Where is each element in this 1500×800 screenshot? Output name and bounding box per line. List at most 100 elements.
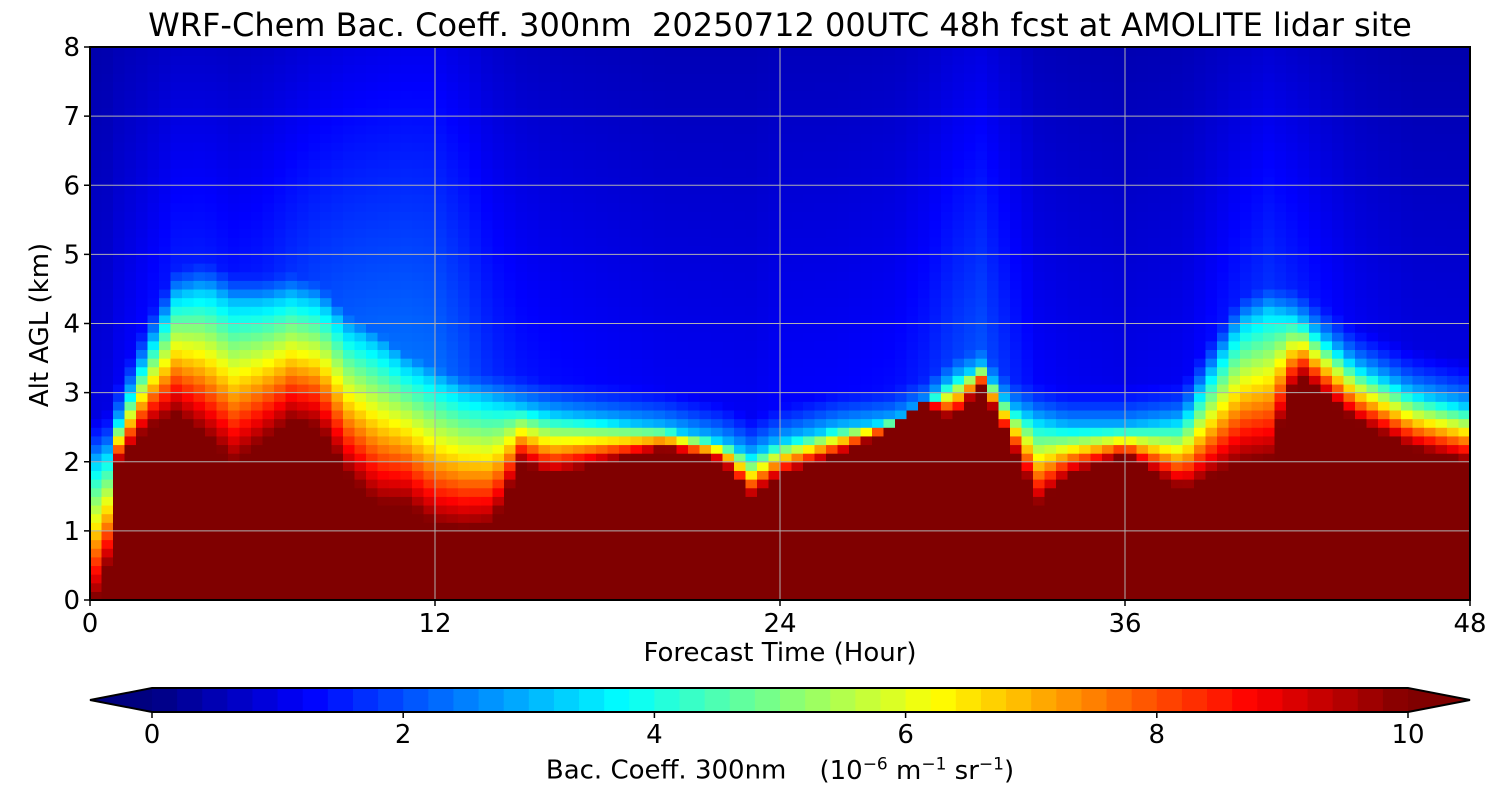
heatmap-cell (446, 539, 459, 549)
heatmap-cell (297, 81, 310, 91)
heatmap-cell (711, 314, 724, 325)
heatmap-cell (619, 297, 632, 307)
heatmap-cell (918, 574, 931, 584)
heatmap-cell (711, 211, 724, 221)
heatmap-cell (653, 349, 666, 359)
heatmap-cell (170, 288, 183, 299)
heatmap-cell (504, 418, 517, 428)
heatmap-cell (216, 263, 229, 273)
heatmap-cell (389, 124, 402, 135)
heatmap-cell (872, 98, 885, 109)
heatmap-cell (630, 55, 643, 65)
heatmap-cell (665, 332, 678, 342)
heatmap-cell (906, 288, 919, 299)
heatmap-cell (492, 513, 505, 523)
heatmap-cell (688, 332, 701, 342)
heatmap-cell (734, 383, 747, 394)
heatmap-cell (860, 98, 873, 109)
heatmap-cell (688, 565, 701, 575)
heatmap-cell (527, 487, 540, 497)
heatmap-cell (550, 245, 563, 255)
heatmap-cell (216, 504, 229, 515)
heatmap-cell (124, 427, 137, 437)
heatmap-cell (423, 55, 436, 65)
heatmap-cell (872, 142, 885, 152)
heatmap-cell (895, 116, 908, 126)
heatmap-cell (584, 176, 597, 186)
heatmap-cell (147, 349, 160, 359)
heatmap-cell (538, 314, 551, 325)
heatmap-cell (389, 150, 402, 160)
heatmap-cell (515, 280, 528, 290)
heatmap-cell (791, 427, 804, 437)
heatmap-cell (941, 306, 954, 316)
heatmap-cell (412, 288, 425, 299)
heatmap-cell (113, 349, 126, 359)
heatmap-cell (400, 366, 413, 376)
heatmap-cell (849, 280, 862, 290)
heatmap-cell (918, 90, 931, 100)
heatmap-cell (849, 306, 862, 316)
heatmap-cell (814, 504, 827, 515)
heatmap-cell (630, 211, 643, 221)
heatmap-cell (354, 340, 367, 351)
heatmap-cell (504, 159, 517, 169)
heatmap-cell (458, 47, 471, 57)
heatmap-cell (975, 306, 988, 316)
heatmap-cell (768, 124, 781, 135)
heatmap-cell (343, 392, 356, 402)
heatmap-cell (573, 211, 586, 221)
heatmap-cell (308, 574, 321, 584)
heatmap-cell (504, 358, 517, 368)
heatmap-cell (941, 297, 954, 307)
heatmap-cell (297, 418, 310, 428)
heatmap-cell (826, 539, 839, 549)
heatmap-cell (366, 271, 379, 281)
heatmap-cell (124, 297, 137, 307)
heatmap-cell (147, 98, 160, 109)
heatmap-cell (757, 98, 770, 109)
heatmap-cell (251, 237, 264, 247)
heatmap-cell (377, 47, 390, 57)
heatmap-cell (791, 574, 804, 584)
heatmap-cell (193, 392, 206, 402)
heatmap-cell (423, 245, 436, 255)
heatmap-cell (469, 444, 482, 454)
heatmap-cell (458, 167, 471, 178)
heatmap-cell (101, 228, 114, 238)
heatmap-cell (952, 383, 965, 394)
heatmap-cell (941, 556, 954, 567)
heatmap-cell (469, 522, 482, 532)
heatmap-cell (435, 107, 448, 117)
heatmap-cell (331, 591, 344, 601)
heatmap-cell (699, 219, 712, 230)
heatmap-cell (630, 98, 643, 109)
heatmap-cell (860, 237, 873, 247)
heatmap-cell (573, 409, 586, 420)
heatmap-cell (561, 81, 574, 91)
heatmap-cell (573, 591, 586, 601)
heatmap-cell (653, 81, 666, 91)
heatmap-cell (584, 444, 597, 454)
heatmap-cell (642, 366, 655, 376)
heatmap-cell (573, 306, 586, 316)
heatmap-cell (515, 470, 528, 480)
heatmap-cell (803, 245, 816, 255)
heatmap-cell (343, 453, 356, 463)
heatmap-cell (412, 167, 425, 178)
heatmap-cell (883, 427, 896, 437)
heatmap-cell (274, 55, 287, 65)
heatmap-cell (826, 504, 839, 515)
heatmap-cell (331, 453, 344, 463)
heatmap-cell (906, 383, 919, 394)
heatmap-cell (791, 280, 804, 290)
heatmap-cell (400, 72, 413, 83)
heatmap-cell (837, 418, 850, 428)
heatmap-cell (274, 366, 287, 376)
heatmap-cell (458, 358, 471, 368)
heatmap-cell (435, 470, 448, 480)
heatmap-cell (90, 193, 103, 204)
heatmap-cell (331, 383, 344, 394)
heatmap-cell (561, 55, 574, 65)
heatmap-cell (297, 504, 310, 515)
